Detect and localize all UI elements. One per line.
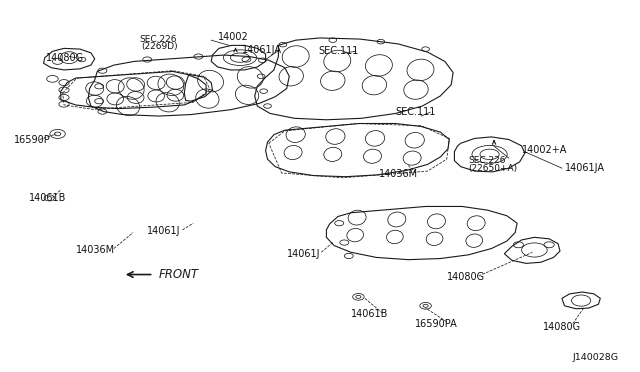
Text: 14061B: 14061B <box>29 193 66 203</box>
Text: 16590PA: 16590PA <box>415 320 458 329</box>
Text: 14061J: 14061J <box>287 249 320 259</box>
Text: 14061J: 14061J <box>147 227 180 236</box>
Text: SEC.111: SEC.111 <box>319 46 359 56</box>
Text: 16590P: 16590P <box>14 135 51 144</box>
Text: 14002: 14002 <box>218 32 248 42</box>
Text: 14036M: 14036M <box>76 245 115 255</box>
Text: SEC.226: SEC.226 <box>468 156 506 165</box>
Text: FRONT: FRONT <box>159 268 198 281</box>
Text: 14061B: 14061B <box>351 310 388 319</box>
Text: 14080G: 14080G <box>543 322 581 331</box>
Text: 14002+A: 14002+A <box>522 145 567 154</box>
Text: 14061JA: 14061JA <box>564 163 605 173</box>
Text: 14061JA: 14061JA <box>242 45 282 55</box>
Text: SEC.226: SEC.226 <box>140 35 177 44</box>
Text: 14036M: 14036M <box>379 169 418 179</box>
Text: J140028G: J140028G <box>573 353 619 362</box>
Text: 14080G: 14080G <box>447 272 485 282</box>
Text: 14080G: 14080G <box>46 53 84 62</box>
Text: (22650+A): (22650+A) <box>468 164 518 173</box>
Text: SEC.111: SEC.111 <box>396 108 436 117</box>
Text: (2269D): (2269D) <box>141 42 178 51</box>
